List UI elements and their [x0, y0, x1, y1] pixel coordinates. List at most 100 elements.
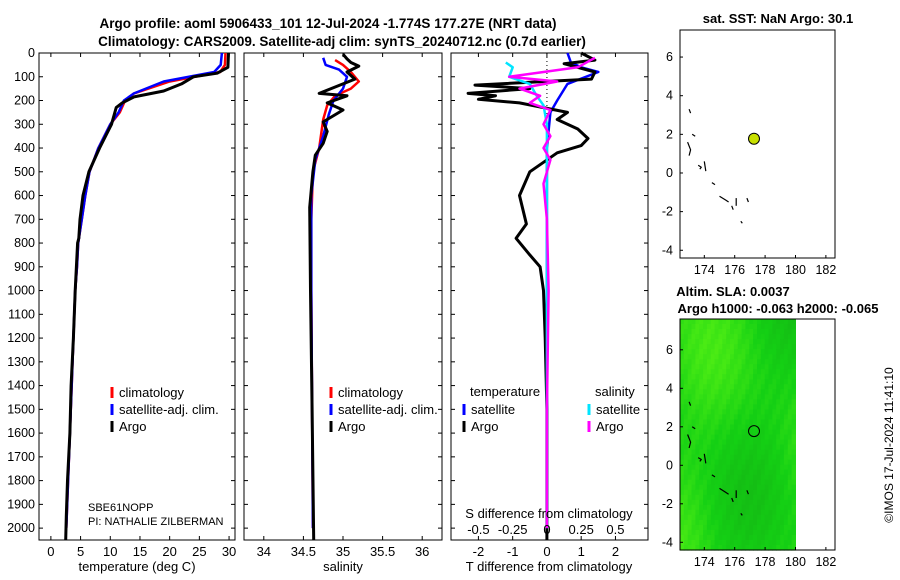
sla-field-cell [722, 459, 727, 466]
sla-field-cell [726, 404, 731, 410]
sla-field-cell [757, 344, 762, 350]
sla-field-cell [749, 324, 754, 330]
sla-field-cell [757, 409, 762, 415]
sla-field-cell [780, 449, 785, 456]
sla-field-cell [768, 509, 773, 516]
sla-field-cell [680, 489, 685, 496]
sla-field-cell [741, 484, 746, 491]
difference-panel: -2 -1 0 1 2 -0.5 -0.25 0 0.25 0.5 temperature salin… [450, 51, 649, 574]
sla-field-cell [776, 419, 781, 425]
sla-field-cell [695, 479, 700, 486]
sla-field-cell [730, 364, 735, 370]
sla-field-cell [753, 484, 758, 491]
sla-field-cell [741, 349, 746, 355]
sla-field-cell [768, 489, 773, 496]
imos-watermark: ©IMOS 17-Jul-2024 11:41:10 [882, 367, 896, 523]
sla-field-cell [749, 409, 754, 415]
sla-field-cell [695, 414, 700, 420]
sla-field-cell [706, 479, 712, 486]
sst-map-ytick-label: 4 [666, 89, 673, 103]
sla-field-cell [706, 349, 712, 355]
sla-field-cell [730, 359, 735, 365]
sla-field-cell [772, 419, 777, 425]
sla-field-cell [726, 519, 731, 526]
sla-field-cell [726, 374, 731, 380]
sla-field-cell [699, 419, 704, 425]
sla-field-cell [749, 349, 754, 355]
sla-field-cell [749, 444, 754, 451]
sla-field-cell [706, 459, 712, 466]
sla-field-cell [760, 489, 766, 496]
sla-field-cell [764, 479, 770, 486]
sla-field-cell [749, 424, 754, 431]
sla-field-cell [687, 349, 693, 355]
sla-field-cell [760, 504, 766, 511]
sla-field-cell [706, 434, 712, 441]
sla-field-cell [760, 389, 766, 395]
sla-field-cell [722, 364, 727, 370]
sla-field-cell [783, 419, 789, 425]
sla-field-cell [741, 534, 746, 541]
sla-field-cell [683, 329, 689, 335]
sla-field-cell [783, 359, 789, 365]
sla-field-cell [691, 504, 696, 511]
sla-field-cell [780, 394, 785, 400]
sla-field-cell [760, 409, 766, 415]
sla-field-cell [791, 504, 796, 511]
sla-field-cell [791, 329, 796, 335]
sla-field-cell [703, 429, 708, 436]
sla-field-cell [768, 354, 773, 360]
sla-field-cell [687, 509, 693, 516]
sla-field-cell [768, 369, 773, 375]
sla-field-cell [776, 344, 781, 350]
sla-field-cell [718, 424, 723, 431]
sla-field-cell [737, 474, 743, 481]
sla-field-cell [722, 519, 727, 526]
sla-field-cell [745, 479, 750, 486]
sla-field-cell [699, 409, 704, 415]
sla-field-cell [687, 484, 693, 491]
sla-field-cell [787, 359, 793, 365]
sla-field-cell [745, 324, 750, 330]
sla-field-cell [726, 499, 731, 506]
sla-field-cell [749, 404, 754, 410]
sla-field-cell [687, 434, 693, 441]
sla-field-cell [722, 499, 727, 506]
sla-field-cell [737, 349, 743, 355]
sla-field-cell [726, 329, 731, 335]
sla-field-cell [703, 369, 708, 375]
sla-field-cell [757, 534, 762, 541]
sla-field-cell [687, 540, 693, 546]
sla-field-cell [745, 504, 750, 511]
sla-field-cell [733, 324, 739, 330]
sla-field-cell [683, 439, 689, 446]
sla-field-cell [780, 329, 785, 335]
sla-field-cell [783, 454, 789, 461]
sla-field-cell [706, 454, 712, 461]
sla-field-cell [722, 409, 727, 415]
sla-field-cell [776, 434, 781, 441]
sla-field-cell [764, 454, 770, 461]
sla-field-cell [714, 509, 719, 516]
temperature-ytick-label: 400 [14, 141, 35, 155]
sla-field-cell [749, 494, 754, 501]
sla-field-cell [772, 474, 777, 481]
sla-field-cell [772, 529, 777, 536]
sla-field-cell [703, 419, 708, 425]
sla-field-cell [706, 374, 712, 380]
sla-field-cell [776, 384, 781, 390]
temperature-xlabel: temperature (deg C) [78, 559, 195, 574]
sla-field-cell [699, 329, 704, 335]
sla-field-cell [733, 409, 739, 415]
sla-field-cell [787, 444, 793, 451]
sla-field-cell [745, 374, 750, 380]
sla-field-cell [722, 469, 727, 476]
sla-field-cell [737, 444, 743, 451]
sla-field-cell [706, 384, 712, 390]
sla-field-cell [703, 349, 708, 355]
sla-field-cell [737, 499, 743, 506]
sla-field-cell [714, 469, 719, 476]
sla-field-cell [703, 404, 708, 410]
sla-field-cell [733, 364, 739, 370]
sla-field-cell [737, 519, 743, 526]
